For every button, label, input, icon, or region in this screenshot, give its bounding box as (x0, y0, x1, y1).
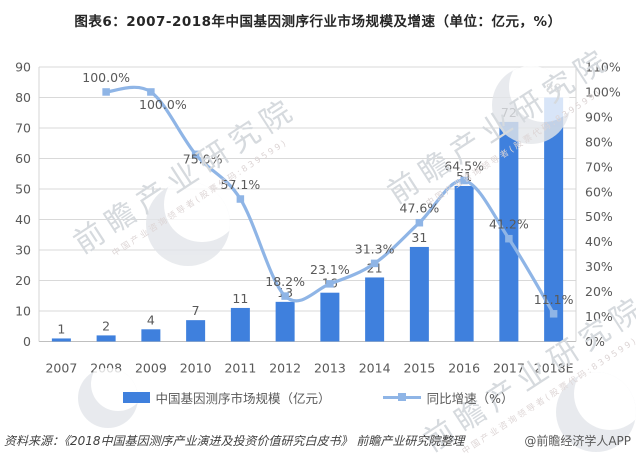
bar (499, 121, 519, 342)
bar-value-label: 80 (546, 81, 562, 96)
x-axis-category-label: 2015 (403, 361, 435, 376)
bar (320, 292, 340, 342)
legend-item-growth-rate: 同比增速（%） (382, 388, 514, 407)
y-axis-tick-label: 10 (15, 304, 31, 319)
legend-line-swatch-icon (382, 393, 421, 401)
line-value-label: 100.0% (139, 97, 187, 112)
x-axis-category-label: 2009 (135, 361, 167, 376)
bar (96, 335, 116, 342)
secondary-axis-tick-label: 10% (585, 309, 613, 324)
bar (365, 277, 385, 342)
line-value-label: 57.1% (221, 177, 261, 192)
line-value-label: 75.0% (183, 151, 223, 166)
secondary-axis-tick-label: 40% (585, 234, 613, 249)
line-marker (370, 259, 379, 268)
secondary-axis-tick-label: 80% (585, 134, 613, 149)
bar-value-label: 4 (147, 312, 155, 327)
line-marker (191, 150, 200, 159)
bar (275, 301, 295, 342)
line-marker (281, 292, 289, 300)
line-marker (102, 88, 110, 96)
y-axis-tick-label: 20 (15, 273, 31, 288)
x-axis-category-label: 2012 (269, 361, 301, 376)
line-marker (505, 234, 513, 243)
chart-footer: 资料来源：《2018中国基因测序产业演进及投资价值研究白皮书》 前瞻产业研究院整… (0, 432, 636, 449)
y-axis-tick-label: 80 (15, 90, 31, 105)
bar (51, 338, 71, 342)
bar-value-label: 31 (411, 230, 427, 245)
bar-value-label: 72 (501, 105, 517, 120)
x-axis-category-label: 2013 (314, 361, 346, 376)
line-value-label: 47.6% (400, 201, 440, 216)
bar (409, 246, 429, 342)
bar (230, 307, 250, 342)
x-axis-category-label: 2016 (448, 361, 480, 376)
chart-title: 图表6：2007-2018年中国基因测序行业市场规模及增速（单位：亿元，%） (74, 14, 562, 30)
x-axis-category-label: 2008 (90, 361, 122, 376)
line-value-label: 11.1% (534, 292, 574, 307)
line-marker (236, 195, 245, 203)
line-value-label: 100.0% (82, 70, 130, 85)
x-axis-category-label: 2014 (359, 361, 391, 376)
x-axis-category-label: 2010 (180, 361, 212, 376)
attribution: @前瞻经济学人APP (524, 434, 631, 448)
secondary-axis-tick-label: 70% (585, 159, 613, 174)
x-axis-category-label: 2007 (45, 361, 77, 376)
y-axis-tick-label: 60 (15, 151, 31, 166)
legend-label: 中国基因测序市场规模（亿元） (155, 391, 331, 406)
line-value-label: 64.5% (444, 159, 484, 174)
secondary-axis-tick-label: 30% (585, 259, 613, 274)
legend-bar-swatch-icon (122, 392, 150, 403)
bar-value-label: 11 (232, 291, 248, 306)
y-axis-tick-label: 0 (23, 334, 31, 349)
x-axis-category-label: 2011 (224, 361, 256, 376)
y-axis-tick-label: 40 (15, 212, 31, 227)
x-axis-category-label: 2018E (534, 361, 574, 376)
line-value-label: 23.1% (310, 262, 350, 277)
line-marker (460, 176, 468, 185)
line-marker (549, 310, 558, 318)
bar-value-label: 2 (102, 318, 110, 333)
y-axis-tick-label: 90 (15, 60, 31, 75)
line-marker (415, 218, 424, 227)
legend-item-market-size: 中国基因测序市场规模（亿元） (122, 388, 331, 407)
line-marker (147, 88, 155, 96)
bar (186, 320, 206, 342)
y-axis-tick-label: 70 (15, 121, 31, 136)
bar-value-label: 7 (192, 303, 200, 318)
y-axis-tick-label: 30 (15, 243, 31, 258)
secondary-axis-tick-label: 100% (585, 84, 621, 99)
x-axis-category-label: 2017 (493, 361, 525, 376)
secondary-axis-tick-label: 110% (585, 60, 621, 75)
bar-value-label: 1 (57, 321, 65, 336)
secondary-axis-tick-label: 90% (585, 109, 613, 124)
bar (454, 185, 474, 342)
line-value-label: 18.2% (265, 274, 305, 289)
bar (544, 97, 564, 342)
secondary-axis-tick-label: 20% (585, 284, 613, 299)
line-value-label: 41.2% (489, 217, 529, 232)
secondary-axis-tick-label: 60% (585, 184, 613, 199)
line-value-label: 31.3% (355, 241, 395, 256)
secondary-axis-tick-label: 50% (585, 209, 613, 224)
y-axis-tick-label: 50 (15, 182, 31, 197)
secondary-axis-tick-label: 0% (585, 334, 605, 349)
source-note: 资料来源：《2018中国基因测序产业演进及投资价值研究白皮书》 前瞻产业研究院整… (4, 434, 465, 448)
line-marker (326, 280, 334, 288)
bar (141, 329, 161, 342)
legend-label: 同比增速（%） (426, 391, 514, 406)
chart-legend: 中国基因测序市场规模（亿元） 同比增速（%） (0, 388, 636, 407)
